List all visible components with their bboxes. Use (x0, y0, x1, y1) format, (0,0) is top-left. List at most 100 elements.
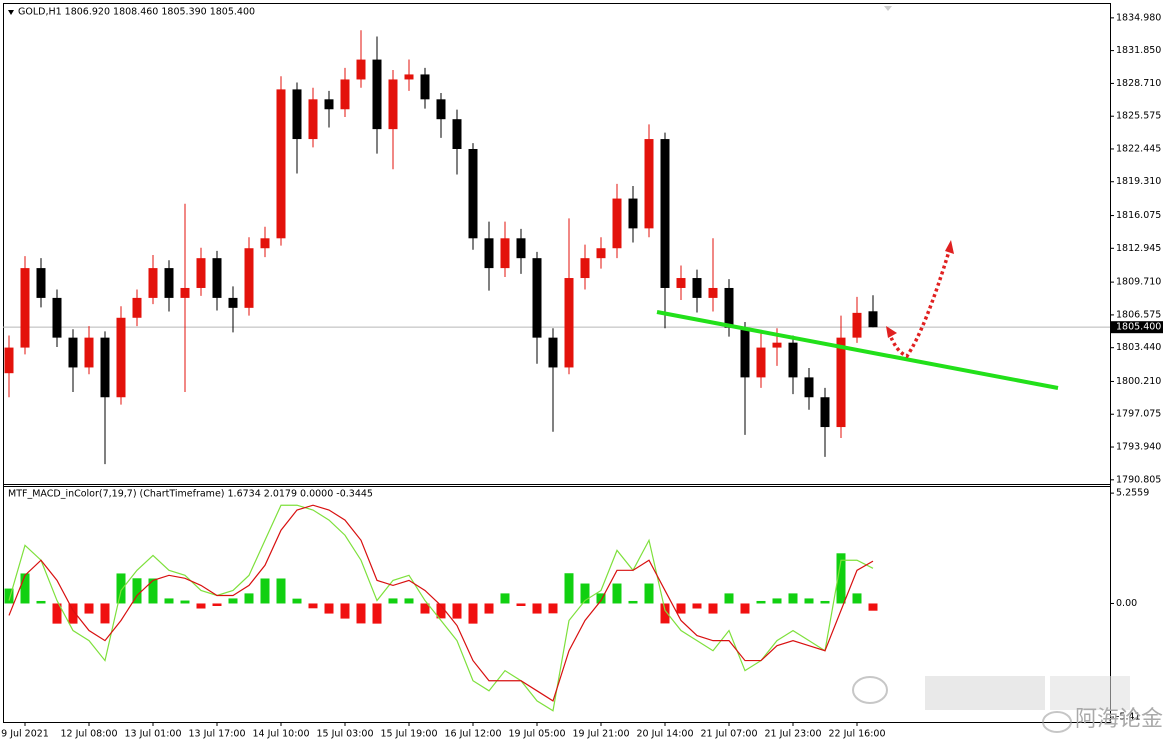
indicator-title: MTF_MACD_inColor(7,19,7) (ChartTimeframe… (8, 489, 373, 500)
scroll-marker (884, 6, 892, 11)
trend-line (656, 310, 1059, 390)
histogram-bar (868, 603, 878, 611)
histogram-bar (260, 578, 270, 604)
candle-body (564, 278, 574, 368)
candle-body (468, 148, 478, 239)
watermark (852, 676, 1130, 733)
watermark-logo (1042, 711, 1072, 733)
candle-body (308, 99, 318, 140)
y-tick-label: 1831.850 (1116, 45, 1161, 56)
histogram-bar (596, 593, 606, 604)
x-tick-label: 22 Jul 16:00 (829, 729, 886, 740)
histogram-bar (292, 598, 302, 604)
y-tick-label: 0.00 (1116, 598, 1137, 609)
histogram-bar (52, 603, 62, 624)
histogram-bar (404, 598, 414, 604)
histogram-bar (788, 593, 798, 604)
histogram-bar (692, 603, 702, 609)
candle-body (452, 119, 462, 149)
forecast-arrow (887, 247, 952, 359)
candle-body (372, 59, 382, 130)
candle-body (596, 248, 606, 259)
x-tick-label: 13 Jul 01:00 (125, 729, 182, 740)
candle-body (756, 347, 766, 378)
frame (3, 3, 1111, 723)
candle-body (532, 258, 542, 338)
histogram-bar (532, 603, 542, 614)
current-price-box (1111, 321, 1163, 334)
histogram-bar (852, 593, 862, 604)
x-tick-label: 14 Jul 10:00 (253, 729, 310, 740)
histogram-bar (484, 603, 494, 614)
candle-body (404, 74, 414, 80)
chart-title: GOLD,H1 1806.920 1808.460 1805.390 1805.… (18, 7, 255, 18)
candle-body (148, 268, 158, 298)
histogram-bar (116, 573, 126, 604)
candle-body (628, 198, 638, 229)
candle-body (164, 268, 174, 298)
plot-layer: 1834.980 1831.850 1828.710 1825.575 1822.445… (1, 12, 1163, 740)
x-tick-label: 16 Jul 12:00 (445, 729, 502, 740)
histogram-bar (4, 588, 14, 604)
candle-body (692, 278, 702, 298)
histogram-bar (436, 603, 446, 619)
y-tick-label: 1834.980 (1116, 12, 1161, 23)
histogram-bar (660, 603, 670, 624)
candle-body (132, 297, 142, 318)
arrow-head (886, 326, 897, 338)
histogram-bar (420, 603, 430, 614)
candle-body (420, 74, 430, 100)
histogram-bar (340, 603, 350, 619)
candle-body (276, 89, 286, 239)
histogram-bar (68, 603, 78, 624)
x-tick-label: 15 Jul 03:00 (317, 729, 374, 740)
candle-body (660, 139, 670, 288)
candle-body (484, 238, 494, 269)
candle-body (548, 337, 558, 368)
histogram-bar (644, 583, 654, 604)
menu-triangle[interactable] (8, 10, 14, 15)
histogram-bar (164, 598, 174, 604)
histogram-bar (452, 603, 462, 619)
y-tick-label: 1800.210 (1116, 376, 1161, 387)
y-tick-label: 1793.940 (1116, 442, 1161, 453)
y-tick-label: 1809.710 (1116, 277, 1161, 288)
candle-body (212, 258, 222, 298)
arrow-head (945, 240, 954, 254)
histogram-bar (516, 603, 526, 606)
candle-body (36, 268, 46, 298)
histogram-bar (724, 593, 734, 604)
candle-body (772, 342, 782, 348)
x-tick-label: 19 Jul 05:00 (509, 729, 566, 740)
histogram-bar (580, 583, 590, 604)
y-tick-label: 1819.310 (1116, 176, 1161, 187)
histogram-bar (804, 598, 814, 604)
candle-body (4, 347, 14, 374)
histogram-bar (244, 593, 254, 604)
candle-body (228, 297, 238, 308)
x-tick-label: 13 Jul 17:00 (189, 729, 246, 740)
y-tick-label: 5.2559 (1116, 488, 1149, 499)
candle-body (820, 397, 830, 428)
y-tick-label: 1797.075 (1116, 409, 1161, 420)
blur-block (925, 676, 1045, 710)
histogram-bar (388, 598, 398, 604)
current-price-label: 1805.400 (1116, 322, 1161, 333)
indicator-line (8, 504, 874, 712)
y-tick-label: 1803.440 (1116, 342, 1161, 353)
y-tick-label: 1806.575 (1116, 309, 1161, 320)
histogram-bar (100, 603, 110, 624)
candle-body (708, 287, 718, 298)
histogram-bar (612, 583, 622, 604)
histogram-bar (548, 603, 558, 614)
histogram-bar (20, 573, 30, 604)
histogram-bar (628, 600, 638, 604)
y-tick-label: 1816.075 (1116, 210, 1161, 221)
histogram-bar (820, 600, 830, 604)
candle-body (244, 248, 254, 308)
histogram-bar (132, 578, 142, 604)
y-tick-label: 1825.575 (1116, 111, 1161, 122)
candle-body (836, 337, 846, 428)
indicator-line (8, 504, 874, 702)
